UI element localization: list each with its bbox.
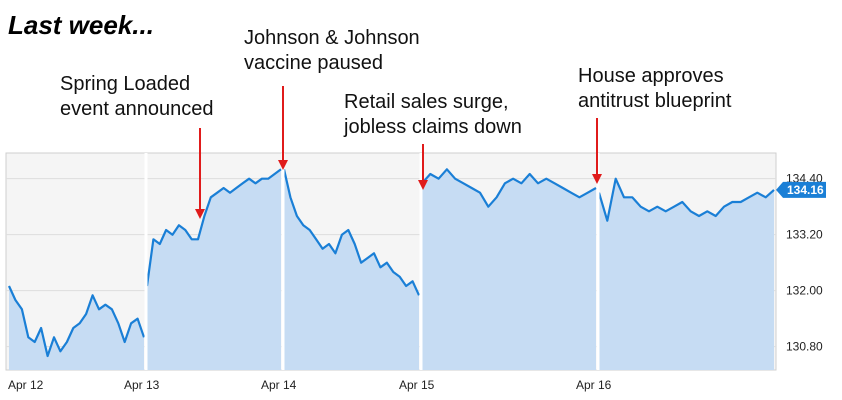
- annotation-arrow-head: [278, 160, 288, 170]
- price-line-apr-14: [282, 169, 421, 296]
- price-line-apr-12: [7, 285, 146, 358]
- price-line-apr-15: [421, 168, 597, 208]
- x-tick-label: Apr 12: [8, 378, 44, 392]
- area-fill-apr-12: [9, 286, 144, 370]
- annotation-jnj-vaccine: Johnson & Johnson vaccine paused: [244, 26, 420, 76]
- x-tick-label: Apr 16: [576, 378, 612, 392]
- headline: Last week...: [8, 10, 154, 40]
- y-tick-label: 130.80: [786, 340, 823, 354]
- last-price-badge: [776, 181, 826, 198]
- annotation-antitrust: House approves antitrust blueprint: [578, 64, 731, 114]
- annotation-retail-sales: Retail sales surge, jobless claims down: [344, 90, 522, 140]
- x-tick-label: Apr 13: [124, 378, 160, 392]
- area-fill-apr-13: [147, 169, 281, 370]
- y-tick-label: 133.20: [786, 228, 823, 242]
- area-fill-apr-16: [599, 178, 774, 370]
- annotation-arrow-head: [195, 209, 205, 219]
- annotation-line: event announced: [60, 98, 214, 120]
- annotation-line: antitrust blueprint: [578, 90, 732, 112]
- x-tick-label: Apr 14: [261, 378, 297, 392]
- x-tick-label: Apr 15: [399, 378, 435, 392]
- annotation-arrow-head: [418, 180, 428, 190]
- y-tick-label: 132.00: [786, 284, 823, 298]
- last-price-label: 134.16: [787, 183, 824, 197]
- annotation-line: Retail sales surge,: [344, 91, 509, 113]
- annotation-arrow-head: [592, 174, 602, 184]
- annotation-line: jobless claims down: [344, 116, 522, 138]
- price-line-apr-16: [597, 177, 775, 222]
- area-fill-apr-15: [422, 169, 596, 370]
- price-line-apr-13: [145, 168, 282, 287]
- annotation-line: Spring Loaded: [60, 73, 191, 95]
- annotation-line: House approves: [578, 65, 724, 87]
- annotation-line: vaccine paused: [244, 52, 383, 74]
- area-fill-apr-14: [284, 169, 419, 370]
- annotation-spring-loaded: Spring Loaded event announced: [60, 72, 213, 122]
- annotation-line: Johnson & Johnson: [244, 27, 420, 49]
